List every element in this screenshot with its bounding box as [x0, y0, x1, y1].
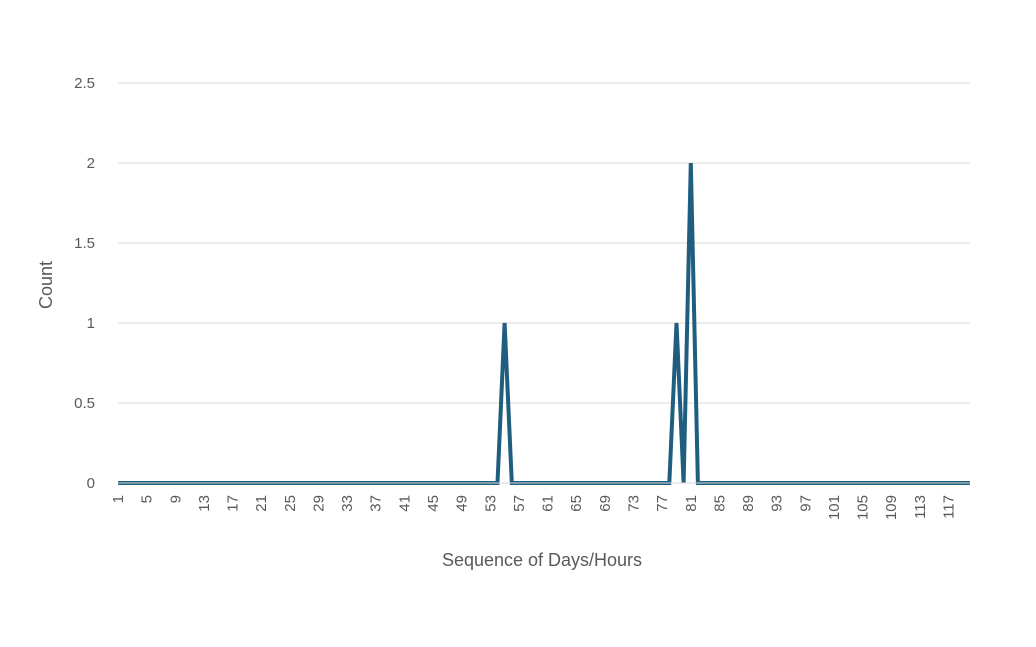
y-tick-label: 0.5	[74, 395, 95, 412]
x-tick-label: 5	[139, 495, 156, 503]
x-tick-label: 85	[711, 495, 728, 512]
y-tick-label: 0	[87, 475, 95, 492]
x-tick-label: 117	[941, 495, 958, 519]
y-tick-label: 2.5	[74, 75, 95, 92]
y-tick-label: 2	[87, 155, 95, 172]
x-tick-label: 89	[740, 495, 757, 512]
x-tick-label: 81	[683, 495, 700, 512]
x-tick-label: 73	[625, 495, 642, 512]
x-tick-label: 57	[511, 495, 528, 512]
x-axis-title: Sequence of Days/Hours	[442, 550, 642, 570]
x-tick-label: 61	[540, 495, 557, 512]
series-line	[118, 162, 970, 485]
x-tick-label: 105	[855, 495, 872, 520]
x-tick-label: 69	[597, 495, 614, 512]
x-tick-label: 33	[339, 495, 356, 512]
gridlines	[118, 82, 970, 404]
x-tick-label: 45	[425, 495, 442, 512]
x-tick-label: 41	[396, 495, 413, 512]
x-tick-label: 49	[454, 495, 471, 512]
x-tick-label: 97	[797, 495, 814, 512]
x-tick-label: 77	[654, 495, 671, 512]
x-axis-ticks: 1 5 9 13 17 21 25 29 33 37 41 45 49 53 57 61 65 69 73 77 81 8…	[110, 495, 958, 520]
x-tick-label: 65	[568, 495, 585, 512]
y-tick-label: 1.5	[74, 235, 95, 252]
x-tick-label: 25	[282, 495, 299, 512]
x-tick-label: 37	[368, 495, 385, 512]
y-axis-title: Count	[36, 261, 56, 309]
x-tick-label: 21	[253, 495, 270, 512]
y-tick-label: 1	[87, 315, 95, 332]
x-tick-label: 1	[110, 495, 127, 503]
x-tick-label: 101	[826, 495, 843, 520]
x-tick-label: 17	[225, 495, 242, 512]
x-tick-label: 93	[769, 495, 786, 512]
series-layer	[118, 162, 970, 485]
x-tick-label: 9	[167, 495, 184, 503]
x-tick-label: 113	[912, 495, 929, 519]
x-tick-label: 13	[196, 495, 213, 512]
x-tick-label: 53	[482, 495, 499, 512]
y-axis-ticks: 0 0.5 1 1.5 2 2.5	[74, 75, 95, 492]
x-tick-label: 109	[883, 495, 900, 520]
x-tick-label: 29	[310, 495, 327, 512]
